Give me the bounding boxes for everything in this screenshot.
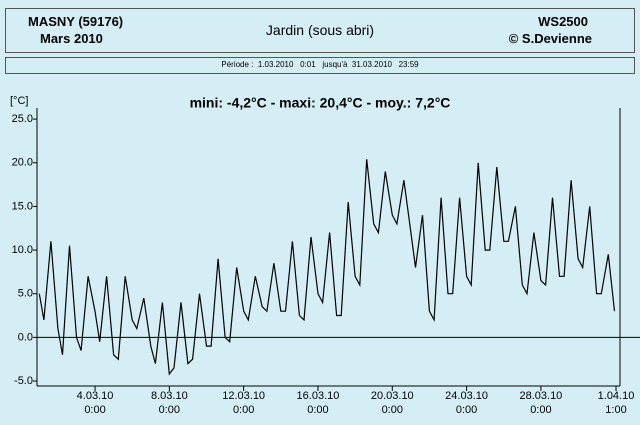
device: WS2500 [538,14,588,29]
chart-title: mini: -4,2°C - maxi: 20,4°C - moy.: 7,2°… [190,95,451,111]
y-tick-label: 10.0 [12,244,33,256]
y-tick-label: -5.0 [14,375,33,387]
x-tick-label: 8.03.10 0:00 [150,390,188,416]
x-tick-label: 16.03.10 0:00 [296,390,340,416]
y-tick-label: 0.0 [18,331,33,343]
month: Mars 2010 [40,31,103,46]
y-tick-label: 25.0 [12,113,33,125]
x-tick-label: 24.03.10 0:00 [445,390,488,416]
y-tick-label: 20.0 [12,157,33,169]
station: MASNY (59176) [28,14,124,29]
author: © S.Devienne [508,31,592,46]
period: Période : 1.03.2010 0:01 jusqu'à 31.03.2… [221,60,419,69]
y-axis-label: [°C] [10,95,28,107]
x-tick-label: 4.03.10 0:00 [76,390,114,416]
x-tick-label: 12.03.10 0:00 [222,390,266,416]
header-title: Jardin (sous abri) [265,22,375,38]
period-box [5,57,635,74]
header-box [5,8,635,53]
x-tick-label: 20.03.10 0:00 [370,390,414,416]
y-tick-label: 15.0 [12,200,33,212]
y-tick-label: 5.0 [18,288,33,300]
x-tick-label: 1.04.10 1:00 [597,390,635,416]
x-tick-label: 28.03.10 0:00 [519,390,563,416]
temperature-line [38,159,616,376]
